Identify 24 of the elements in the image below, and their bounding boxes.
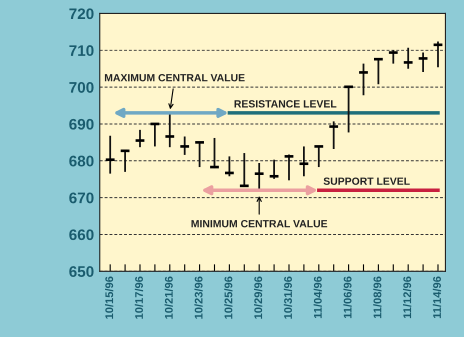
annotation: MAXIMUM CENTRAL VALUE [104,74,245,82]
y-tick-label: 660 [69,229,94,240]
series-label: RESISTANCE LEVEL [234,100,336,108]
x-tick-label: 11/08/96 [373,276,382,318]
y-tick-label: 720 [69,8,94,20]
annotation: MINIMUM CENTRAL VALUE [192,220,328,228]
x-tick-label: 11/06/96 [343,276,352,318]
x-tick-label: 11/12/96 [403,276,412,318]
x-tick-label: 10/23/96 [194,276,203,319]
x-tick-label: 11/14/96 [432,276,442,318]
series-label: SUPPORT LEVEL [324,178,410,185]
x-tick-label: 10/21/96 [164,276,173,319]
x-tick-label: 10/31/96 [284,276,292,319]
y-tick-label: 690 [69,118,94,130]
y-tick-label: 680 [69,156,94,166]
x-tick-label: 10/25/96 [224,276,232,319]
x-tick-label: 10/15/96 [105,276,114,319]
x-tick-label: 10/17/96 [134,276,144,319]
x-tick-label: 10/29/96 [254,276,262,319]
y-tick-label: 710 [69,45,94,56]
y-tick-label: 650 [69,266,94,277]
x-tick-label: 11/04/96 [314,276,322,318]
y-tick-label: 670 [69,192,94,204]
y-tick-label: 700 [69,82,94,93]
